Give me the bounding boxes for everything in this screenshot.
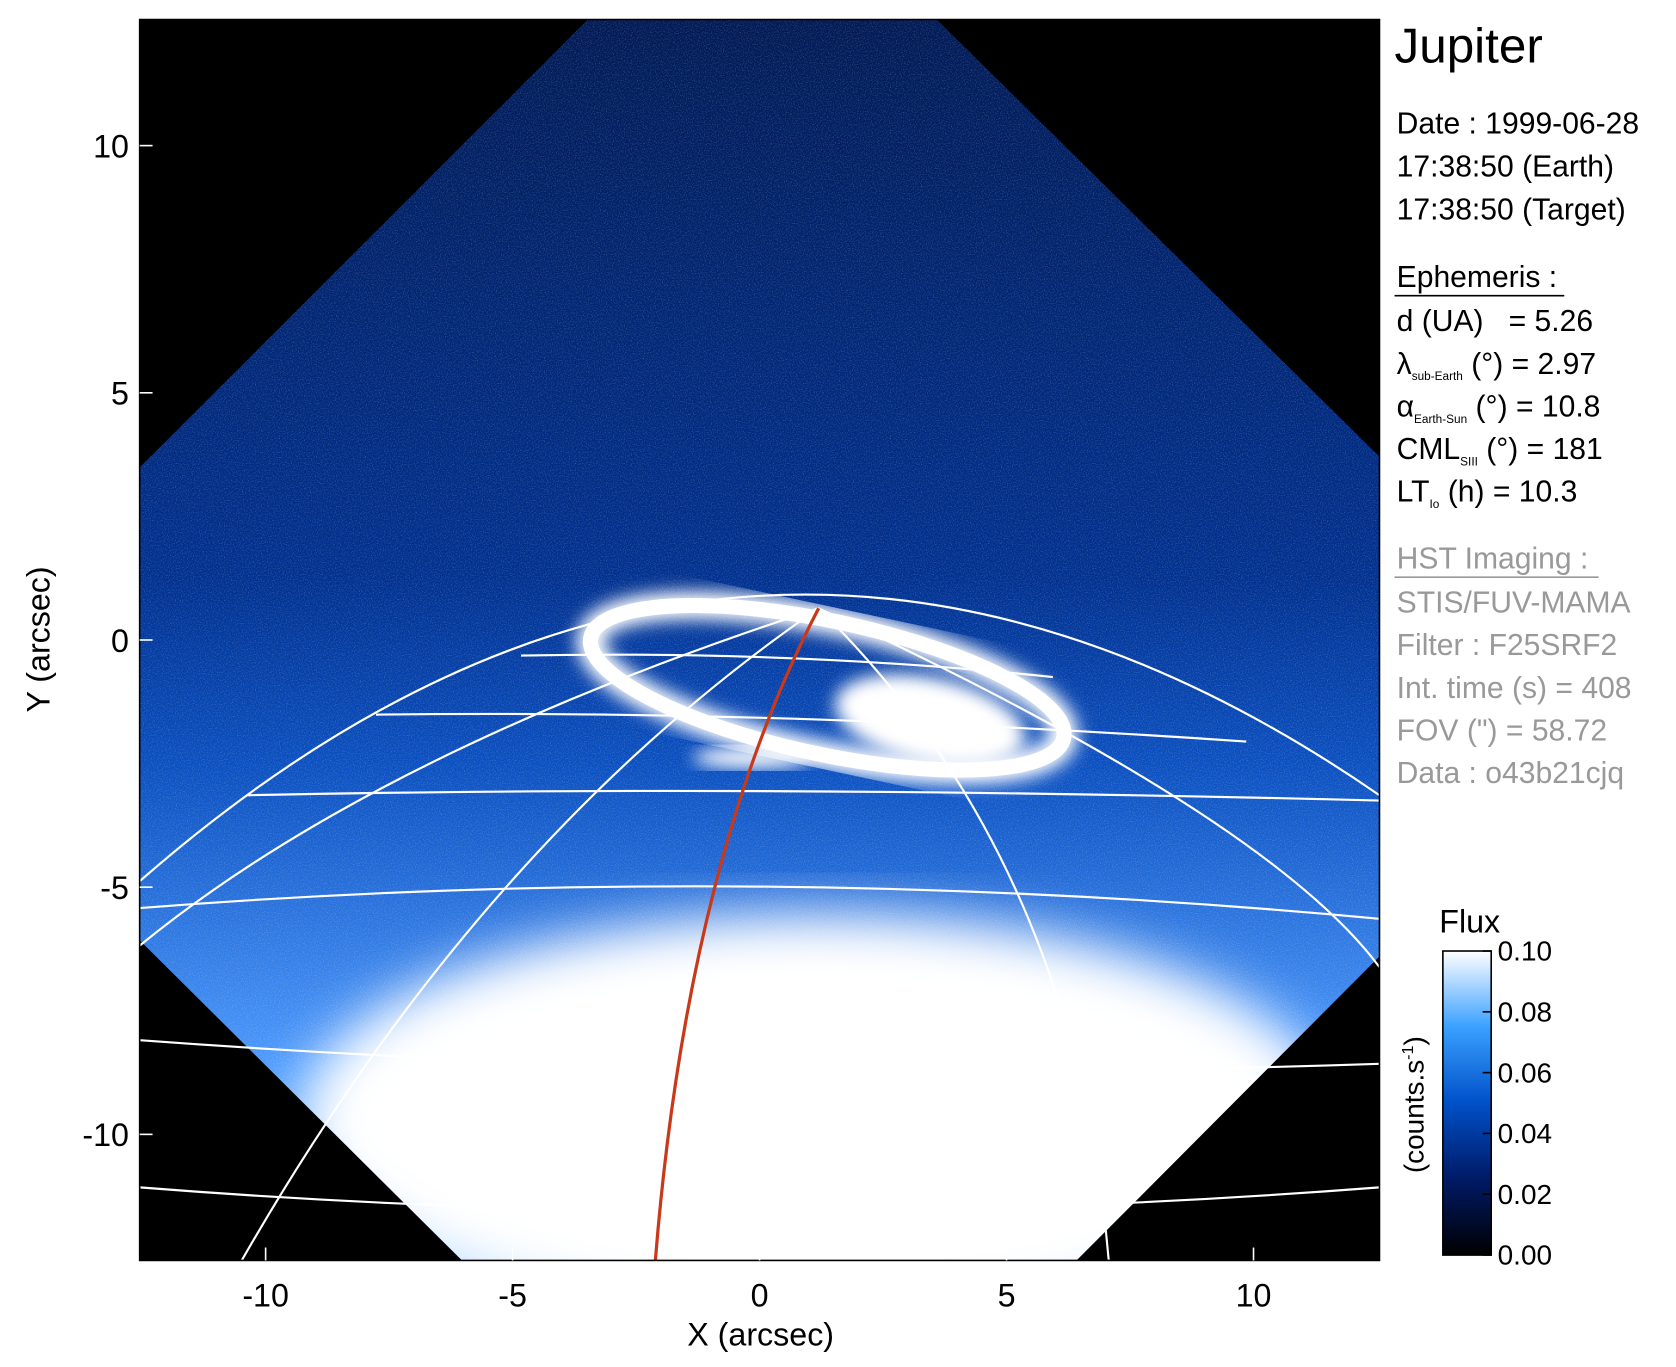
ephemeris-sub: Earth-Sun — [1414, 412, 1467, 426]
central-meridian — [653, 607, 821, 1261]
ephemeris-item: αEarth-Sun (°) = 10.8 — [1397, 390, 1601, 425]
ephemeris-symbol: α — [1397, 390, 1414, 423]
ephemeris-sub: Io — [1430, 497, 1440, 511]
x-tick-label: -10 — [242, 1278, 289, 1314]
ephemeris-sub: sub-Earth — [1412, 369, 1463, 383]
imaging-heading: HST Imaging : — [1397, 543, 1589, 576]
colorbar-label: (counts.s-1) — [1399, 1036, 1430, 1173]
ephemeris-item: LTIo (h) = 10.3 — [1397, 476, 1578, 511]
y-tick-label: -5 — [100, 870, 129, 906]
date-line: 17:38:50 (Earth) — [1397, 150, 1614, 183]
imaging-line: STIS/FUV-MAMA — [1397, 587, 1631, 620]
latitude-line — [521, 653, 1053, 679]
ephemeris-symbol: λ — [1397, 348, 1412, 381]
limb — [139, 593, 1380, 882]
latitude-line — [139, 1039, 1380, 1072]
x-tick-label: 5 — [998, 1278, 1016, 1314]
ephemeris-symbol: LT — [1397, 476, 1430, 509]
latitude-line — [139, 885, 1380, 920]
title: Jupiter — [1395, 19, 1543, 74]
x-axis-label: X (arcsec) — [687, 1316, 834, 1352]
date-line: 17:38:50 (Target) — [1397, 193, 1626, 226]
latitude-line — [376, 712, 1247, 743]
planet-grid — [139, 593, 1380, 1261]
ephemeris-rest: (°) = 2.97 — [1463, 348, 1596, 381]
ephemeris-rest: (h) = 10.3 — [1439, 476, 1577, 509]
imaging-line: Filter : F25SRF2 — [1397, 629, 1618, 662]
ephemeris-item: d (UA) = 5.26 — [1397, 305, 1593, 338]
y-tick-label: 5 — [111, 376, 129, 412]
colorbar-tick-label: 0.06 — [1498, 1057, 1552, 1088]
colorbar-tick-label: 0.02 — [1498, 1179, 1552, 1210]
y-tick-label: 0 — [111, 623, 129, 659]
colorbar-title: Flux — [1439, 904, 1500, 940]
meridian — [817, 607, 1110, 1261]
ephemeris-rest: (°) = 181 — [1478, 433, 1603, 466]
colorbar — [1442, 950, 1493, 1256]
ephemeris-heading: Ephemeris : — [1397, 261, 1557, 294]
colorbar-tick-label: 0.04 — [1498, 1118, 1552, 1149]
ephemeris-symbol: CML — [1397, 433, 1461, 466]
y-tick-label: -10 — [82, 1117, 129, 1153]
auroral-oval-core — [582, 597, 1072, 778]
ephemeris-item: λsub-Earth (°) = 2.97 — [1397, 348, 1596, 383]
meridian — [139, 607, 819, 947]
colorbar-label-sup: -1 — [1399, 1045, 1417, 1059]
x-tick-label: 0 — [751, 1278, 769, 1314]
ephemeris-sub: SIII — [1460, 455, 1478, 469]
aurora-spot — [692, 746, 812, 769]
colorbar-tick-label: 0.08 — [1498, 996, 1552, 1027]
meridian — [818, 607, 1380, 968]
colorbar-label-end: ) — [1399, 1036, 1430, 1045]
date-line: Date : 1999-06-28 — [1397, 107, 1639, 140]
latitude-line — [247, 789, 1380, 802]
aurora-blob — [835, 674, 1026, 768]
meridian — [240, 607, 820, 1261]
y-axis-label: Y (arcsec) — [20, 566, 56, 712]
colorbar-label-text: (counts.s — [1399, 1060, 1430, 1173]
imaging-line: Data : o43b21cjq — [1397, 757, 1624, 790]
ephemeris-rest: (°) = 10.8 — [1467, 390, 1600, 423]
aurora — [576, 591, 1079, 785]
y-tick-label: 10 — [93, 128, 129, 164]
colorbar-tick-label: 0.10 — [1498, 936, 1552, 967]
x-tick-label: -5 — [498, 1278, 527, 1314]
colorbar-tick-label: 0.00 — [1498, 1240, 1552, 1271]
ephemeris-rest: = 5.26 — [1484, 305, 1594, 338]
ephemeris-item: CMLSIII (°) = 181 — [1397, 433, 1603, 468]
image — [139, 19, 1380, 1261]
ephemeris-symbol: d (UA) — [1397, 305, 1484, 338]
imaging-line: FOV (") = 58.72 — [1397, 715, 1607, 748]
latitude-line — [139, 1186, 1380, 1213]
info-panel: Date : 1999-06-28 17:38:50 (Earth) 17:38:5… — [1394, 107, 1639, 790]
imaging-line: Int. time (s) = 408 — [1397, 672, 1632, 705]
x-tick-label: 10 — [1236, 1278, 1272, 1314]
